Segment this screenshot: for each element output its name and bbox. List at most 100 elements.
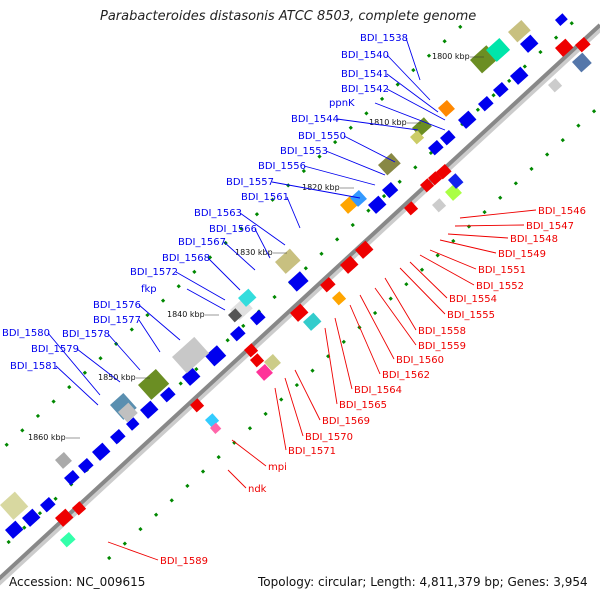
tick-dot bbox=[372, 310, 378, 316]
tick-dot bbox=[153, 512, 159, 517]
tick-dot bbox=[458, 24, 463, 29]
gene-block bbox=[574, 36, 591, 53]
gene-block bbox=[230, 325, 246, 342]
reverse-leader-line bbox=[107, 541, 159, 561]
gene-features bbox=[0, 13, 592, 548]
tick-dot bbox=[529, 166, 534, 172]
tick-dot bbox=[247, 426, 253, 431]
reverse-gene-label: BDI_1564 bbox=[354, 385, 402, 396]
forward-gene-label: ppnK bbox=[329, 98, 355, 109]
forward-gene-label: BDI_1553 bbox=[280, 146, 328, 157]
reverse-leader-line bbox=[447, 233, 509, 239]
tick-dot bbox=[67, 385, 72, 390]
forward-gene-label: BDI_1581 bbox=[10, 361, 58, 372]
tick-dot bbox=[475, 107, 481, 112]
tick-dot bbox=[335, 237, 340, 242]
forward-leader-line bbox=[386, 73, 439, 113]
reverse-gene-label: BDI_1549 bbox=[498, 249, 546, 260]
reverse-gene-label: BDI_1570 bbox=[305, 432, 353, 443]
tick-dot bbox=[232, 440, 237, 445]
kbp-label: 1800 kbp bbox=[432, 52, 470, 61]
gene-block bbox=[238, 288, 257, 307]
forward-leader-line bbox=[254, 228, 271, 259]
tick-dot bbox=[388, 296, 393, 301]
forward-leader-line bbox=[303, 165, 376, 186]
forward-leader-line bbox=[239, 212, 286, 246]
gene-block bbox=[381, 181, 399, 199]
gene-block bbox=[510, 66, 529, 85]
gene-block bbox=[4, 520, 24, 539]
tick-dot bbox=[200, 469, 206, 474]
tick-dot bbox=[194, 366, 199, 372]
tick-dot bbox=[366, 208, 371, 213]
tick-dot bbox=[576, 123, 581, 128]
tick-dot bbox=[317, 154, 322, 159]
forward-leader-line bbox=[207, 257, 241, 291]
tick-dot bbox=[145, 312, 150, 318]
gene-block bbox=[458, 110, 477, 129]
tick-dot bbox=[522, 64, 527, 69]
tick-dot bbox=[82, 370, 87, 375]
tick-dot bbox=[37, 511, 43, 516]
tick-dot bbox=[6, 539, 11, 545]
gene-block bbox=[444, 183, 462, 201]
tick-dot bbox=[419, 267, 425, 272]
forward-gene-label: BDI_1550 bbox=[298, 131, 346, 142]
forward-leader-line bbox=[343, 135, 396, 163]
tick-dot bbox=[379, 96, 385, 102]
forward-gene-label: BDI_1578 bbox=[62, 329, 110, 340]
tick-dot bbox=[272, 294, 277, 300]
gene-block bbox=[0, 491, 29, 520]
kbp-label: 1820 kbp bbox=[302, 183, 340, 192]
reverse-leader-line bbox=[324, 327, 338, 405]
tick-dot bbox=[35, 413, 41, 419]
gene-block bbox=[437, 99, 455, 117]
forward-leader-line bbox=[336, 118, 419, 131]
forward-gene-label: BDI_1538 bbox=[360, 33, 408, 44]
gene-block bbox=[410, 130, 425, 145]
reverse-leader-line bbox=[374, 287, 417, 346]
tick-dot bbox=[466, 224, 472, 229]
reverse-gene-label: BDI_1554 bbox=[449, 294, 497, 305]
forward-gene-label: BDI_1556 bbox=[258, 161, 306, 172]
tick-dot bbox=[591, 109, 597, 114]
reverse-gene-label: BDI_1555 bbox=[447, 310, 495, 321]
reverse-leader-line bbox=[274, 387, 287, 451]
tick-dot bbox=[381, 194, 387, 199]
reverse-gene-labels: BDI_1546 BDI_1547 BDI_1548 BDI_1549 BDI_1551… bbox=[107, 206, 586, 567]
gene-block bbox=[493, 81, 509, 98]
tick-dot bbox=[482, 210, 487, 215]
gene-block bbox=[39, 496, 56, 513]
forward-leader-line bbox=[386, 54, 431, 101]
reverse-leader-line bbox=[419, 254, 475, 286]
reverse-leader-line bbox=[334, 317, 353, 390]
tick-dot bbox=[160, 298, 166, 303]
gene-block bbox=[477, 95, 494, 112]
tick-dot bbox=[364, 111, 369, 116]
tick-dot bbox=[4, 442, 9, 447]
gene-block bbox=[227, 308, 243, 323]
tick-dot bbox=[348, 125, 353, 130]
tick-dot bbox=[129, 327, 134, 332]
gene-block bbox=[340, 255, 359, 274]
gene-block bbox=[63, 469, 80, 486]
gene-block bbox=[404, 201, 419, 216]
tick-dot bbox=[185, 483, 190, 489]
gene-block bbox=[440, 129, 456, 146]
gene-block bbox=[432, 198, 447, 213]
tick-dot bbox=[98, 356, 103, 361]
forward-gene-label: BDI_1541 bbox=[341, 69, 389, 80]
kbp-label: 1850 kbp bbox=[98, 373, 136, 382]
gene-block bbox=[126, 417, 140, 431]
forward-gene-label: BDI_1566 bbox=[209, 224, 257, 235]
reverse-leader-line bbox=[439, 239, 497, 254]
tick-dot bbox=[301, 168, 306, 174]
tick-dot bbox=[225, 338, 230, 343]
forward-leader-line bbox=[374, 102, 446, 131]
forward-leader-line bbox=[286, 196, 301, 229]
tick-dot bbox=[553, 35, 559, 40]
tick-dot bbox=[413, 165, 418, 170]
tick-dot bbox=[498, 195, 503, 200]
reverse-gene-label: BDI_1546 bbox=[538, 206, 586, 217]
